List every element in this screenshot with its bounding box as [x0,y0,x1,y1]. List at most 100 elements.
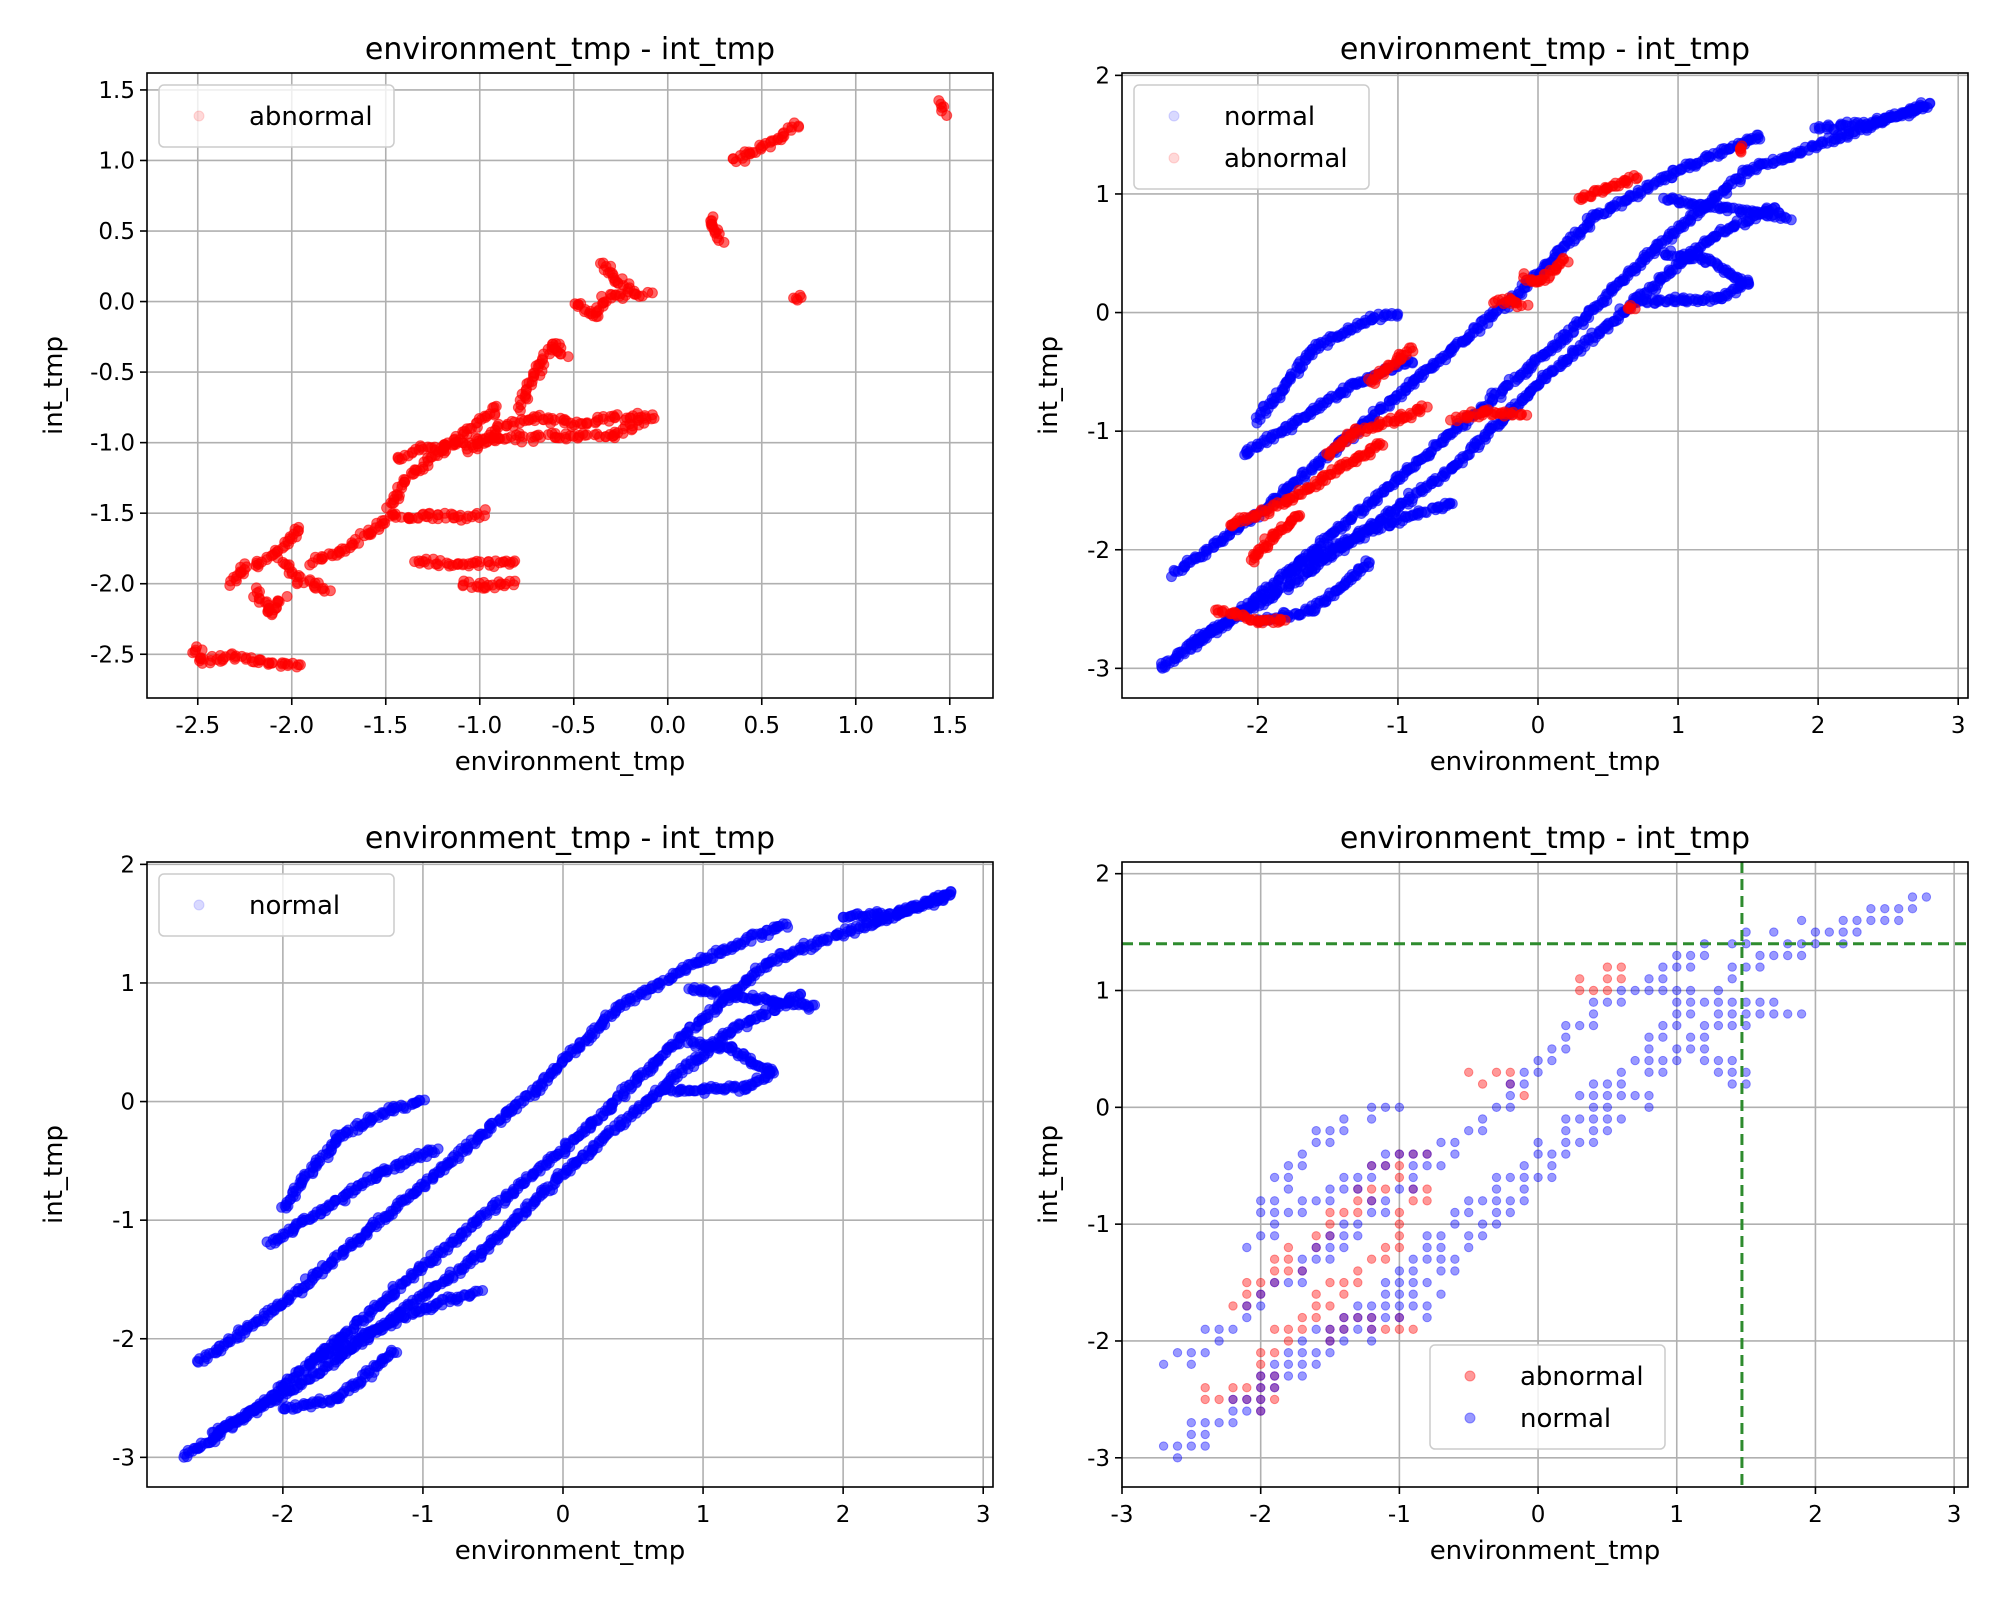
data-point [596,290,608,302]
data-point [1521,409,1533,421]
data-point [776,131,788,143]
legend-label-abnormal: abnormal [249,102,373,132]
data-point [1631,172,1643,184]
x-tick-label: -2.5 [175,713,220,739]
y-tick-label: -2 [1087,538,1110,564]
plot-frame [1121,72,1969,699]
data-point [1293,511,1304,523]
y-tick-label: 2 [1095,63,1110,89]
y-tick-label: -0.5 [90,360,135,386]
data-point [281,591,293,602]
y-axis-label: int_tmp [1034,336,1064,435]
x-tick-label: 1 [1671,713,1686,739]
subplots: -2.5 -2.0 -1.5 -1.0 -0.5 0.0 0.5 1.0 1.5-2.5-2.0… [39,32,1969,1566]
data-point [419,1094,430,1106]
data-point [457,580,469,592]
legend-marker-normal [1168,110,1180,122]
y-tick-label: 1.5 [98,78,135,104]
y-tick-label: -3 [1087,656,1110,682]
x-axis-label: environment_tmp [455,747,686,777]
data-point [432,1143,444,1155]
data-point [304,559,316,571]
data-point [391,1347,403,1358]
y-tick-label: -1.5 [90,501,135,527]
legend-box [158,84,395,148]
x-axis-label: environment_tmp [1430,747,1661,777]
data-point [777,918,789,930]
legend-box [1133,84,1370,190]
data-point [1279,614,1291,626]
series-normal [1156,97,1936,674]
points-layer [1156,97,1936,674]
y-tick-label: -2.5 [90,642,135,668]
y-tick-label: 0 [1095,301,1110,327]
data-point [1391,310,1403,322]
data-point [509,575,521,587]
y-tick-label: -2.0 [90,572,135,598]
data-point [1406,356,1418,368]
y-tick-label: -1 [1087,419,1110,445]
y-tick-label: 0.5 [98,219,135,245]
x-tick-label: 1.0 [837,713,874,739]
data-point [1522,299,1534,311]
data-point [239,564,250,575]
data-point [507,556,519,568]
data-point [1735,145,1746,157]
x-tick-label: -1.5 [363,713,408,739]
x-tick-label: 0.5 [743,713,780,739]
legend: abnormal [158,84,395,148]
data-point [1752,129,1764,141]
legend-marker-abnormal [193,110,205,122]
chart-title: environment_tmp - int_tmp [365,32,775,67]
data-point [1421,401,1433,413]
data-point [282,660,294,672]
series-abnormal [1210,140,1748,629]
data-point [477,1285,489,1296]
data-point [273,596,285,608]
x-tick-label: -1 [1386,713,1409,739]
plot-frame [146,72,994,699]
data-point [1377,439,1389,451]
data-point [807,999,819,1011]
y-tick-label: -1.0 [90,431,135,457]
data-point [936,105,948,117]
data-point [562,351,574,363]
data-point [1406,342,1417,354]
x-tick-label: -1.0 [457,713,502,739]
x-tick-label: -2 [1246,713,1269,739]
x-tick-label: 1.5 [931,713,968,739]
x-tick-label: -0.5 [551,713,596,739]
subplot-1: -2.5 -2.0 -1.5 -1.0 -0.5 0.0 0.5 1.0 1.5-2.5-2.0… [39,32,994,777]
data-point [718,236,730,248]
points-layer [178,886,957,1463]
series-normal [178,886,957,1463]
data-point [794,289,806,301]
data-point [793,121,805,133]
x-tick-label: 0 [1531,713,1546,739]
data-point [533,429,544,441]
data-point [439,439,450,450]
data-point [324,585,336,597]
data-point [1924,97,1936,109]
y-axis-label: int_tmp [39,336,69,435]
data-point [1629,303,1641,315]
data-point [473,560,485,572]
y-tick-label: 0.0 [98,290,135,316]
data-point [294,659,306,671]
data-point [293,521,305,533]
data-point [1363,556,1375,568]
data-point [624,282,635,294]
data-point [490,400,502,412]
legend-label-normal: normal [1224,102,1315,132]
series-abnormal [187,95,953,673]
points-layer [187,95,953,673]
data-point [479,504,491,516]
data-point [646,287,658,299]
data-point [398,474,410,485]
data-point [1742,277,1754,289]
data-point [1446,498,1458,510]
x-tick-label: 2 [1811,713,1826,739]
